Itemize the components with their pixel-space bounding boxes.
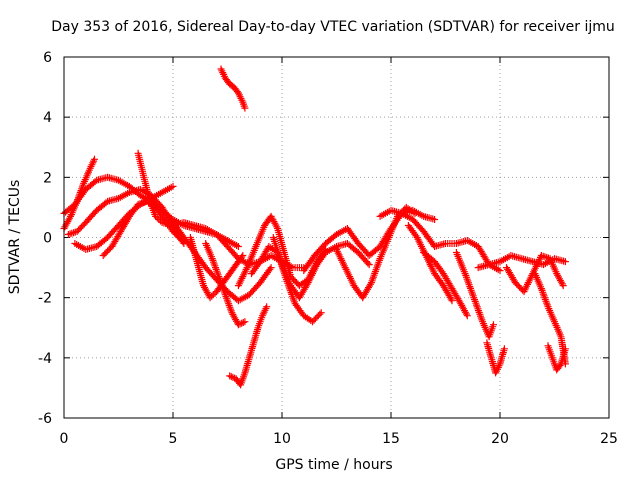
data-point-markers <box>202 240 249 329</box>
data-point-markers <box>503 252 567 296</box>
x-tick-label: 15 <box>382 431 400 447</box>
data-point-markers <box>226 303 271 389</box>
x-axis-label: GPS time / hours <box>275 457 392 473</box>
x-tick-label: 5 <box>169 431 178 447</box>
y-axis-label: SDTVAR / TECUs <box>7 180 23 295</box>
data-point-markers <box>483 339 508 377</box>
series-track-19 <box>420 249 471 320</box>
data-point-markers <box>217 65 249 112</box>
series-track-18 <box>404 222 456 305</box>
y-tick-label: 4 <box>43 110 52 126</box>
data-point-markers <box>544 342 569 374</box>
data-point-markers <box>404 222 456 305</box>
y-tick-label: -4 <box>38 351 52 367</box>
data-points <box>60 65 569 389</box>
y-tick-label: -6 <box>38 411 52 427</box>
x-tick-label: 0 <box>60 431 69 447</box>
x-tick-label: 20 <box>491 431 509 447</box>
plot-border <box>63 56 610 419</box>
series-track-17 <box>376 206 504 275</box>
series-track-14 <box>269 234 373 302</box>
x-tick-label: 10 <box>273 431 291 447</box>
y-tick-label: 6 <box>43 50 52 66</box>
data-point-markers <box>420 249 471 320</box>
series-track-9 <box>202 240 249 329</box>
data-point-markers <box>269 234 373 302</box>
x-tick-label: 25 <box>600 431 618 447</box>
y-tick-label: 2 <box>43 170 52 186</box>
series-track-25 <box>544 342 569 374</box>
series-track-2 <box>60 155 98 232</box>
series-track-11 <box>226 303 271 389</box>
series-track-10 <box>217 65 249 112</box>
data-point-markers <box>452 249 497 341</box>
y-tick-label: -2 <box>38 291 52 307</box>
series-track-21 <box>483 339 508 377</box>
chart-title: Day 353 of 2016, Sidereal Day-to-day VTE… <box>51 19 615 35</box>
y-tick-label: 0 <box>43 231 52 247</box>
series-track-23 <box>503 252 567 296</box>
data-point-markers <box>376 206 504 275</box>
data-point-markers <box>60 155 98 232</box>
series-track-20 <box>452 249 497 341</box>
